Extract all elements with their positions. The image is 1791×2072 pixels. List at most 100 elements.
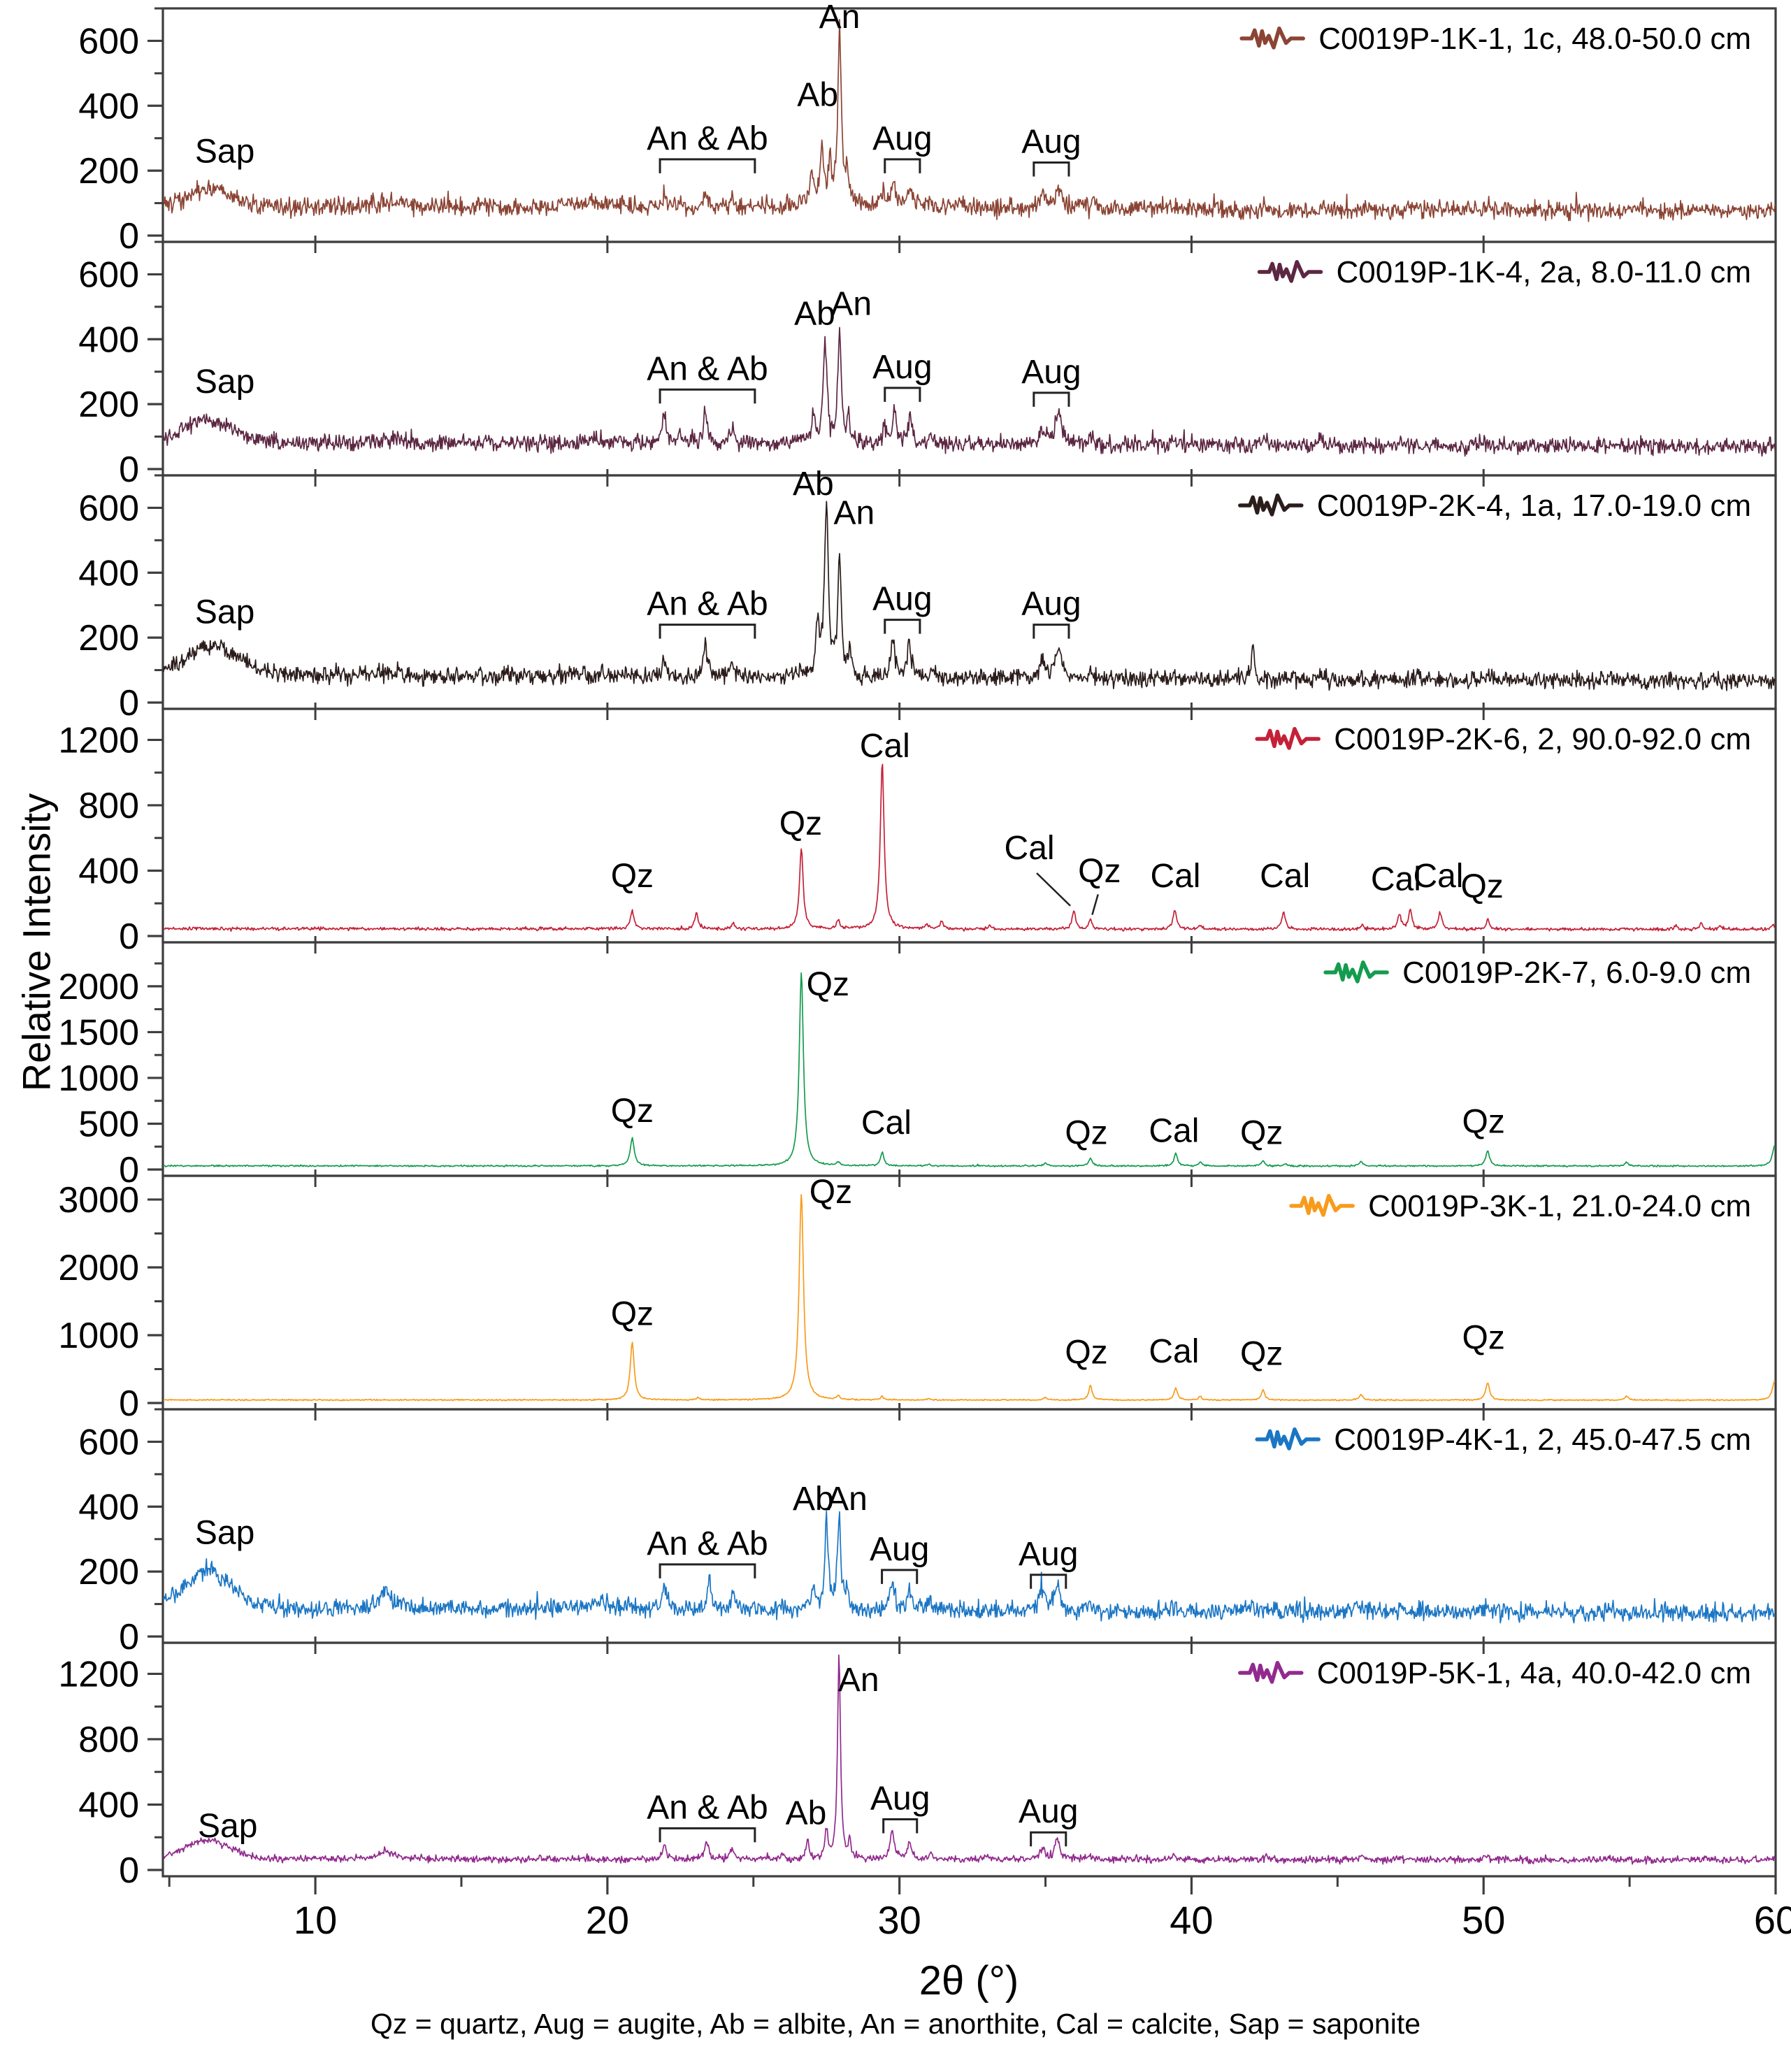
legend-C0019P-4K-1: C0019P-4K-1, 2, 45.0-47.5 cm xyxy=(1255,1423,1751,1457)
peak-bracket-label: Aug xyxy=(1019,1536,1078,1573)
trace-C0019P-4K-1 xyxy=(163,1510,1776,1624)
peak-bracket xyxy=(1033,161,1070,177)
trace-C0019P-2K-7 xyxy=(163,972,1776,1168)
peak-bracket-label: Aug xyxy=(870,1531,929,1568)
y-tick-label: 0 xyxy=(119,916,139,957)
legend-label: C0019P-3K-1, 21.0-24.0 cm xyxy=(1368,1189,1751,1223)
peak-label: An xyxy=(830,285,872,322)
legend-line-marker xyxy=(1238,1660,1304,1684)
peak-bracket-label: Aug xyxy=(872,349,932,386)
y-tick-label: 2000 xyxy=(58,967,139,1007)
peak-label: Qz xyxy=(779,805,822,842)
legend-label: C0019P-2K-6, 2, 90.0-92.0 cm xyxy=(1334,722,1751,756)
peak-label: Cal xyxy=(861,1105,912,1142)
y-tick-label: 400 xyxy=(78,1785,139,1825)
legend-C0019P-3K-1: C0019P-3K-1, 21.0-24.0 cm xyxy=(1289,1189,1751,1223)
legend-C0019P-2K-6: C0019P-2K-6, 2, 90.0-92.0 cm xyxy=(1255,722,1751,756)
peak-label: Qz xyxy=(611,1093,654,1130)
legend-line-marker xyxy=(1255,726,1321,750)
y-tick-label: 800 xyxy=(78,786,139,826)
y-tick-label: 0 xyxy=(119,1850,139,1891)
peak-bracket-label: An & Ab xyxy=(647,1789,768,1826)
panel-C0019P-2K-7: 0 500 1000 1500 2000 Qz Qz Cal Qz Cal Qz Qz C0019P-2… xyxy=(58,941,1777,1190)
trace-C0019P-5K-1 xyxy=(162,1654,1776,1865)
x-axis-label: 2θ (°) xyxy=(919,1958,1019,2003)
peak-label: Ab xyxy=(797,76,838,113)
peak-bracket-label: Aug xyxy=(872,120,932,157)
panel-C0019P-5K-1: 0 400 800 1200 10 20 30 40 50 60 An & Ab Aug Aug Sap A… xyxy=(58,1641,1791,1942)
y-tick-label: 0 xyxy=(119,1150,139,1190)
legend-label: C0019P-4K-1, 2, 45.0-47.5 cm xyxy=(1334,1423,1751,1457)
peak-bracket-label: Aug xyxy=(1021,124,1081,161)
peak-bracket-label: Aug xyxy=(1019,1793,1078,1830)
peak-label: An xyxy=(834,495,875,532)
peak-label: Qz xyxy=(1065,1334,1107,1372)
legend-line-marker xyxy=(1255,1427,1321,1451)
legend-line-marker xyxy=(1238,493,1304,517)
peak-leader-line xyxy=(1036,872,1071,907)
y-tick-label: 0 xyxy=(119,1383,139,1424)
y-tick-label: 600 xyxy=(78,21,139,62)
x-tick-label: 50 xyxy=(1462,1898,1505,1942)
y-tick-label: 200 xyxy=(78,1552,139,1592)
y-tick-label: 1500 xyxy=(58,1012,139,1053)
peak-label: Ab xyxy=(786,1795,827,1832)
x-tick-label: 30 xyxy=(878,1898,921,1942)
peak-label: Qz xyxy=(1065,1114,1107,1151)
y-tick-label: 2000 xyxy=(58,1248,139,1288)
peak-bracket xyxy=(882,1818,919,1834)
y-tick-label: 0 xyxy=(119,216,139,257)
peak-bracket xyxy=(659,624,756,639)
peak-label: Cal xyxy=(1005,830,1055,867)
y-tick-label: 1000 xyxy=(58,1058,139,1099)
peak-label: Qz xyxy=(807,966,849,1003)
peak-leader-line xyxy=(1091,894,1099,915)
trace-C0019P-3K-1 xyxy=(163,1194,1776,1402)
peak-label: Sap xyxy=(195,134,254,171)
y-tick-label: 400 xyxy=(78,851,139,891)
y-tick-label: 3000 xyxy=(58,1180,139,1221)
y-tick-label: 200 xyxy=(78,618,139,659)
y-tick-label: 400 xyxy=(78,553,139,593)
peak-label: Cal xyxy=(1371,861,1421,898)
panel-C0019P-3K-1: 0 1000 2000 3000 Qz Qz Qz Cal Qz Qz C0019P-3K-1, 2… xyxy=(58,1174,1777,1424)
peak-label: Qz xyxy=(1462,1319,1505,1356)
legend-label: C0019P-1K-4, 2a, 8.0-11.0 cm xyxy=(1336,255,1751,289)
legend-label: C0019P-5K-1, 4a, 40.0-42.0 cm xyxy=(1317,1656,1751,1690)
peak-label: Cal xyxy=(1150,858,1200,895)
peak-label: Qz xyxy=(1462,1104,1505,1141)
peak-bracket xyxy=(881,1569,919,1584)
peak-label: Qz xyxy=(1240,1336,1283,1373)
peak-label: Cal xyxy=(1149,1113,1199,1150)
y-tick-label: 1200 xyxy=(58,720,139,761)
peak-label: Qz xyxy=(1078,853,1121,890)
x-tick-label: 10 xyxy=(294,1898,337,1942)
peak-label: Ab xyxy=(793,466,834,503)
y-tick-label: 200 xyxy=(78,151,139,192)
y-tick-label: 600 xyxy=(78,1422,139,1462)
peak-label: An xyxy=(819,0,861,36)
y-tick-label: 400 xyxy=(78,319,139,360)
peak-bracket xyxy=(884,619,921,634)
y-tick-label: 400 xyxy=(78,1487,139,1527)
trace-C0019P-2K-4 xyxy=(162,501,1776,691)
legend-line-marker xyxy=(1289,1193,1355,1217)
y-tick-label: 400 xyxy=(78,86,139,127)
peak-bracket xyxy=(884,387,921,402)
legend-label: C0019P-2K-4, 1a, 17.0-19.0 cm xyxy=(1317,489,1751,523)
peak-bracket xyxy=(659,1827,756,1843)
peak-bracket xyxy=(659,158,756,173)
legend-label: C0019P-2K-7, 6.0-9.0 cm xyxy=(1402,956,1751,990)
peak-label: Sap xyxy=(198,1808,257,1845)
peak-label: Qz xyxy=(611,858,654,895)
peak-label: Qz xyxy=(810,1174,852,1211)
peak-bracket-label: Aug xyxy=(1021,586,1081,623)
peak-bracket-label: An & Ab xyxy=(647,586,768,623)
legend-label: C0019P-1K-1, 1c, 48.0-50.0 cm xyxy=(1318,22,1751,56)
peak-bracket-label: An & Ab xyxy=(647,1525,768,1562)
legend-line-marker xyxy=(1239,26,1305,50)
x-tick-label: 20 xyxy=(586,1898,629,1942)
